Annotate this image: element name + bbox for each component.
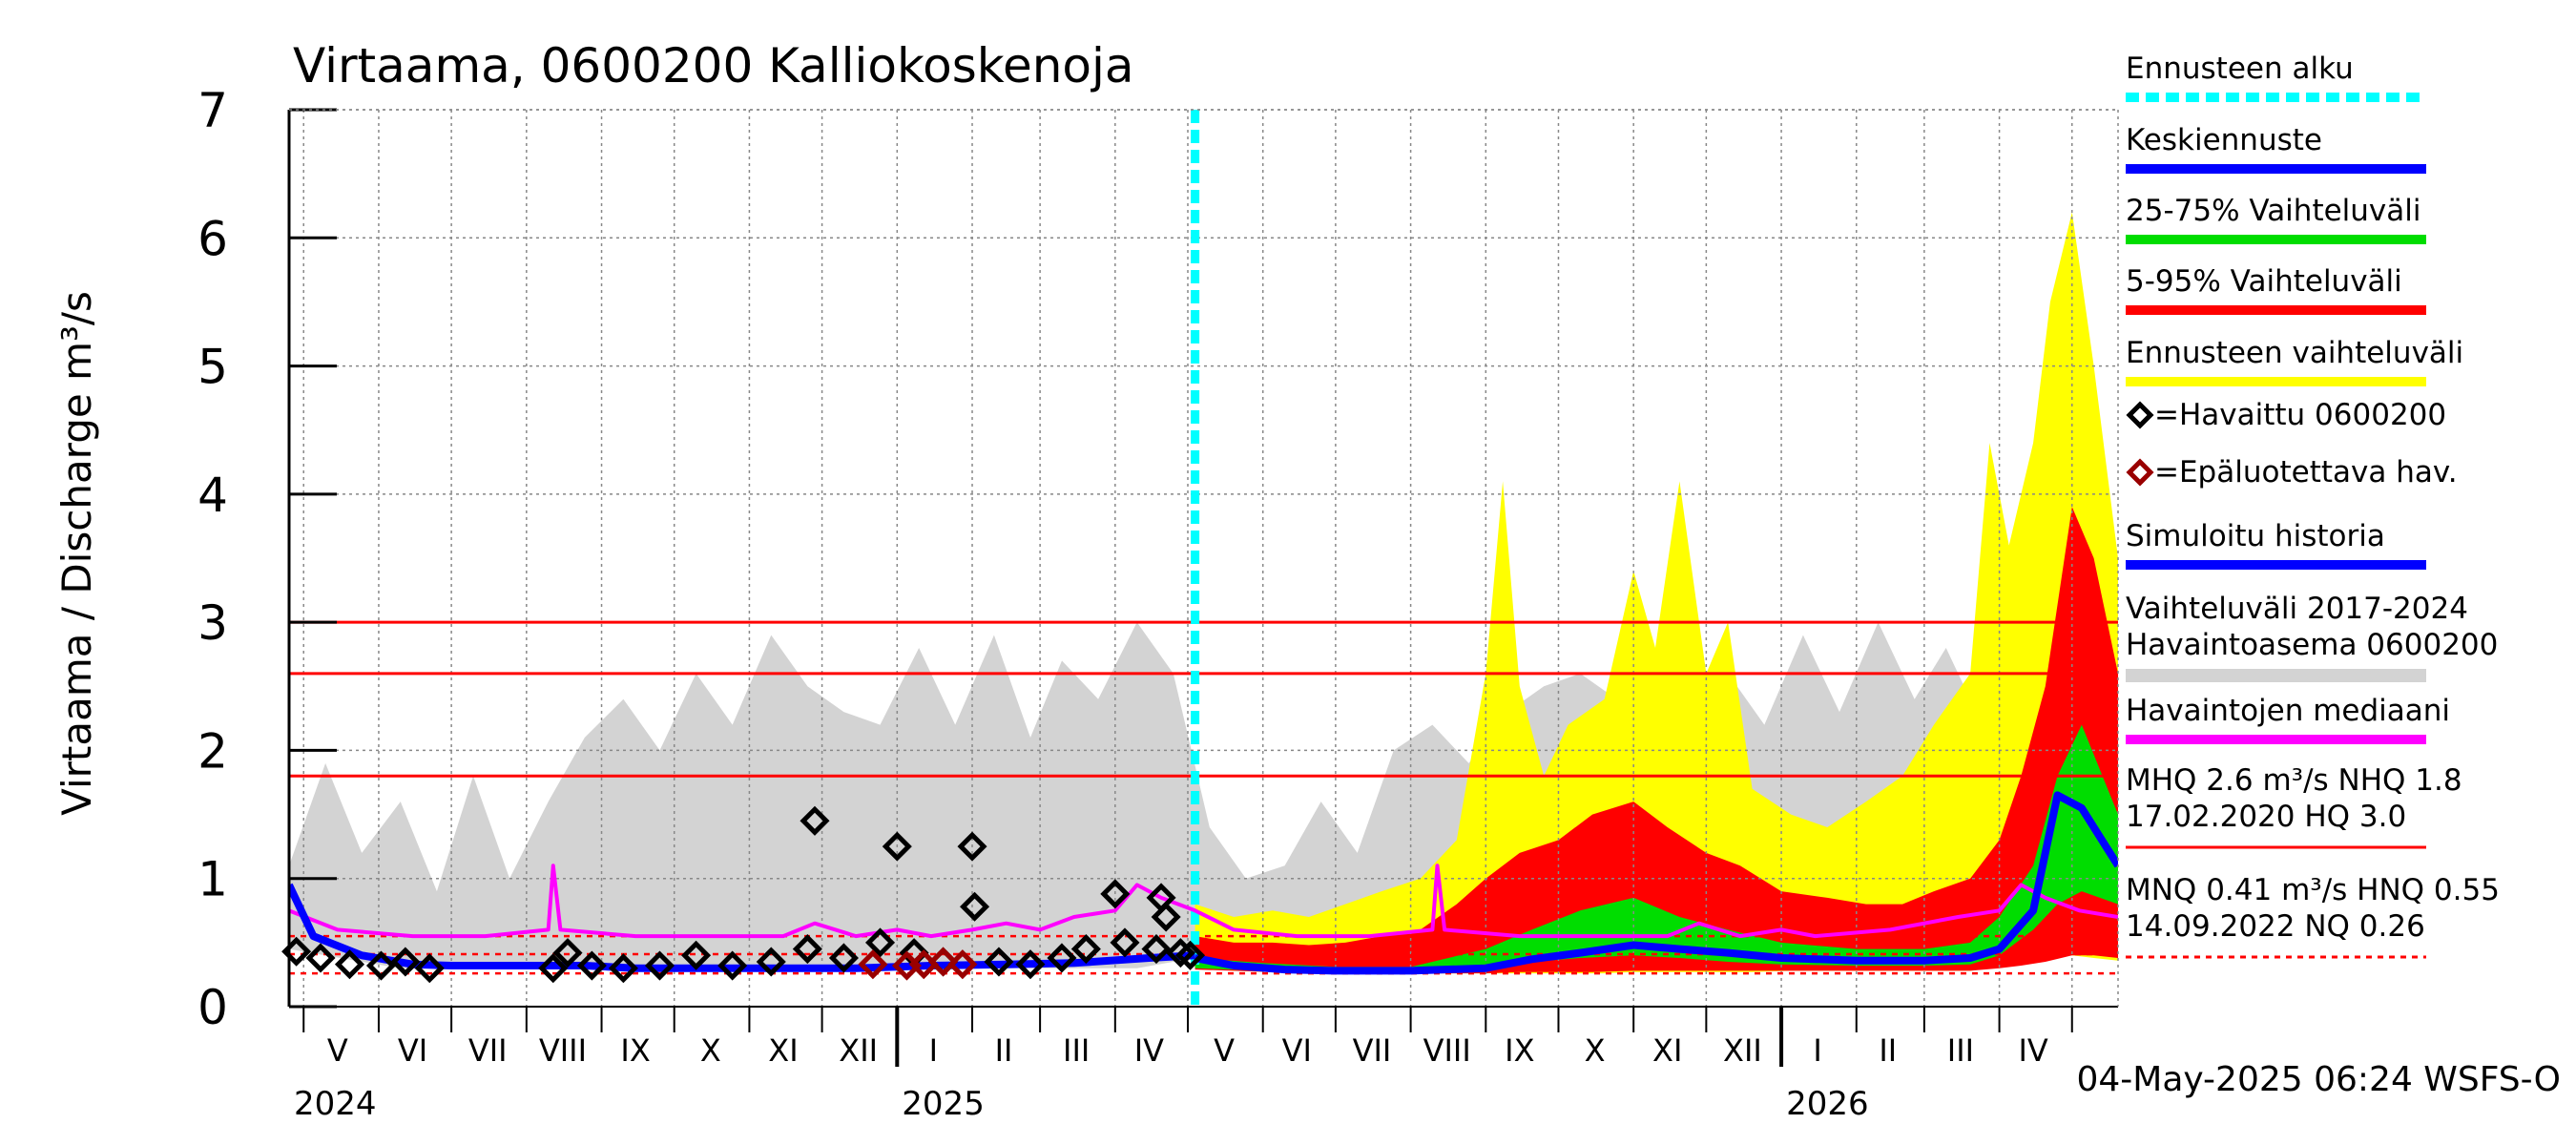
legend-label: Keskiennuste [2126,123,2322,157]
month-label: IX [1505,1032,1534,1069]
observation-marker [1047,943,1077,973]
observation-marker [552,938,583,968]
month-label: IX [620,1032,650,1069]
month-label: V [1214,1032,1235,1069]
legend-label: 5-95% Vaihteluväli [2126,264,2402,299]
year-label: 2024 [294,1085,377,1123]
observation-marker [1100,879,1131,909]
observation-marker [608,953,638,984]
y-axis-label: Virtaama / Discharge m³/s [53,291,100,816]
observation-marker [928,947,959,977]
observation-marker [882,831,912,862]
month-label: XII [839,1032,878,1069]
observation-marker [305,943,336,973]
y-tick-label: 1 [197,852,228,907]
month-label: IV [2018,1032,2047,1069]
month-label: XII [1723,1032,1762,1069]
observation-marker [1151,902,1181,932]
legend-label: Havaintoasema 0600200 [2126,628,2498,662]
band-series [1195,724,2118,972]
month-label: II [1879,1032,1897,1069]
observation-marker [538,953,569,984]
month-label: III [1063,1032,1090,1069]
month-label: XI [1652,1032,1682,1069]
observation-marker [414,953,445,984]
y-tick-label: 3 [197,595,228,651]
month-label: V [327,1032,348,1069]
month-label: IV [1134,1032,1164,1069]
legend-label: =Epäluotettava hav. [2154,455,2458,489]
line-series [1194,791,2118,975]
observation-marker [576,950,607,981]
legend-label: Ennusteen vaihteluväli [2126,336,2463,370]
legend-label: 25-75% Vaihteluväli [2126,194,2421,228]
observation-marker [1110,927,1140,958]
month-label: XI [768,1032,798,1069]
markers-layer [281,805,1206,984]
legend-label: Simuloitu historia [2126,519,2385,553]
y-tick-label: 7 [197,83,228,138]
legend-label: 14.09.2022 NQ 0.26 [2126,909,2425,944]
year-label: 2025 [902,1085,985,1123]
observation-marker [717,950,748,981]
legend-label: Vaihteluväli 2017-2024 [2126,592,2468,626]
legend-label: Havaintojen mediaani [2126,694,2450,728]
observation-marker [334,949,365,980]
observation-marker [390,947,421,977]
observation-marker [1015,949,1046,980]
observation-marker [1175,940,1206,970]
y-tick-label: 5 [197,340,228,395]
legend-marker [2126,458,2154,487]
observation-marker [756,947,786,977]
observation-marker [800,805,830,836]
month-label: VII [468,1032,508,1069]
y-tick-label: 6 [197,211,228,266]
legend-label: MNQ 0.41 m³/s HNQ 0.55 [2126,873,2500,907]
footer-timestamp: 04-May-2025 06:24 WSFS-O [2076,1060,2561,1099]
observation-marker [947,949,978,980]
grid-layer [289,109,2118,1008]
legend-label: 17.02.2020 HQ 3.0 [2126,800,2406,834]
observation-marker [957,831,987,862]
month-label: III [1947,1032,1974,1069]
observation-marker [1141,934,1172,965]
y-tick-label: 0 [197,980,228,1035]
month-label: X [700,1032,721,1069]
legend-marker [2126,401,2154,429]
observation-marker [858,949,888,980]
month-label: II [995,1032,1013,1069]
month-label: I [1813,1032,1821,1069]
chart-title: Virtaama, 0600200 Kalliokoskenoja [293,38,1134,94]
month-label: VI [398,1032,427,1069]
month-label: X [1585,1032,1606,1069]
observation-marker [864,927,896,958]
month-label: VIII [539,1032,587,1069]
observation-marker [1070,934,1101,965]
observation-marker [828,943,859,973]
y-tick-label: 2 [197,723,228,779]
month-label: VII [1353,1032,1392,1069]
legend: Ennusteen alku Keskiennuste 25-75% Vaihtel… [2126,52,2500,959]
y-tick-label: 4 [197,468,228,523]
legend-label: =Havaittu 0600200 [2154,398,2446,432]
observation-marker [792,934,822,965]
legend-label: MHQ 2.6 m³/s NHQ 1.8 [2126,763,2462,798]
year-label: 2026 [1786,1085,1869,1123]
observation-marker [681,940,712,970]
observation-marker [960,891,990,922]
month-label: VIII [1423,1032,1471,1069]
month-label: VI [1282,1032,1312,1069]
observation-marker [644,950,675,981]
month-label: I [929,1032,938,1069]
observation-marker [984,947,1014,977]
legend-label: Ennusteen alku [2126,52,2354,86]
bands-layer [289,110,2118,1007]
observation-marker [365,950,397,981]
line-series [289,864,2118,939]
